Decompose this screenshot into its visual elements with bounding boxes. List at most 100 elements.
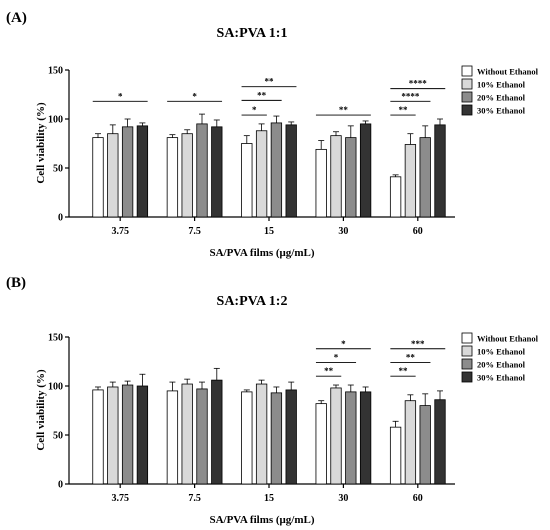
x-tick-label: 30 (338, 493, 348, 504)
legend-label: 10% Ethanol (477, 347, 526, 357)
bar (211, 379, 223, 485)
bar (359, 391, 372, 485)
bar (345, 391, 357, 485)
bar (241, 143, 253, 218)
panel-b: (B) SA:PVA 1:2 Cell viability (%) SA/PVA… (6, 275, 539, 526)
significance-label: **** (409, 79, 428, 89)
significance-label: * (334, 352, 339, 362)
bar (196, 123, 208, 218)
bar (270, 392, 283, 485)
significance-label: * (192, 91, 197, 101)
bar (404, 144, 417, 218)
bar (419, 137, 431, 218)
panel-b-ylabel: Cell viability (%) (35, 369, 47, 451)
bar (255, 383, 268, 485)
significance-label: **** (401, 91, 420, 101)
panel-a-label: (A) (6, 10, 27, 26)
significance-label: * (252, 105, 257, 115)
y-tick-label: 150 (48, 66, 63, 77)
significance-label: ** (265, 77, 275, 87)
significance-label: ** (399, 366, 409, 376)
significance-label: *** (411, 339, 425, 349)
legend-label: 20% Ethanol (477, 360, 526, 370)
legend-label: Without Ethanol (477, 67, 539, 77)
y-tick-label: 100 (48, 382, 63, 393)
bar (121, 126, 134, 218)
legend-swatch (461, 345, 473, 357)
legend-swatch (461, 78, 473, 90)
bar (107, 386, 119, 485)
legend-label: Without Ethanol (477, 334, 539, 344)
x-tick-label: 7.5 (188, 493, 201, 504)
significance-label: * (341, 339, 346, 349)
panel-a: (A) SA:PVA 1:1 Cell viability (%) SA/PVA… (6, 10, 539, 259)
bar (136, 385, 149, 485)
bar (211, 126, 223, 218)
legend-label: 30% Ethanol (477, 106, 526, 116)
x-tick-label: 60 (413, 493, 423, 504)
bar (389, 176, 402, 218)
significance-label: ** (257, 90, 267, 100)
significance-label: ** (324, 366, 334, 376)
bar (345, 137, 357, 218)
bar (166, 137, 179, 218)
bar (92, 137, 104, 218)
bar (92, 389, 104, 485)
y-tick-label: 100 (48, 115, 63, 126)
bar (404, 400, 417, 485)
legend-label: 20% Ethanol (477, 93, 526, 103)
significance-label: * (118, 91, 123, 101)
legend-label: 10% Ethanol (477, 80, 526, 90)
bar (330, 135, 342, 218)
panel-a-ylabel: Cell viability (%) (35, 102, 47, 184)
significance-label: ** (339, 105, 349, 115)
panel-b-label: (B) (6, 275, 26, 291)
y-tick-label: 50 (53, 431, 63, 442)
significance-label: ** (399, 105, 409, 115)
legend-swatch (461, 65, 473, 77)
bar (419, 405, 431, 485)
bar (107, 133, 119, 218)
legend-label: 30% Ethanol (477, 373, 526, 383)
x-tick-label: 3.75 (111, 226, 129, 237)
bar (330, 387, 342, 485)
panel-b-xlabel: SA/PVA films (μg/mL) (209, 514, 314, 526)
legend-swatch (461, 104, 473, 116)
y-tick-label: 0 (58, 480, 63, 491)
bar (315, 403, 327, 485)
panel-a-title: SA:PVA 1:1 (217, 26, 288, 41)
bar (181, 383, 193, 485)
bar (285, 389, 297, 485)
bar (270, 122, 283, 218)
x-tick-label: 15 (264, 226, 274, 237)
bar (121, 384, 134, 485)
bar (359, 123, 372, 218)
x-tick-label: 30 (338, 226, 348, 237)
panel-a-xlabel: SA/PVA films (μg/mL) (209, 247, 314, 259)
bar (255, 130, 268, 218)
bar (389, 426, 402, 485)
significance-label: ** (406, 352, 416, 362)
legend-swatch (461, 91, 473, 103)
y-tick-label: 50 (53, 164, 63, 175)
x-tick-label: 3.75 (111, 493, 129, 504)
x-tick-label: 7.5 (188, 226, 201, 237)
bar (196, 388, 208, 485)
x-tick-label: 60 (413, 226, 423, 237)
panel-b-title: SA:PVA 1:2 (217, 294, 288, 309)
x-tick-label: 15 (264, 493, 274, 504)
y-tick-label: 0 (58, 213, 63, 224)
legend-swatch (461, 358, 473, 370)
legend-swatch (461, 332, 473, 344)
bar (434, 124, 446, 218)
y-tick-label: 150 (48, 333, 63, 344)
bar (136, 125, 149, 218)
bar (285, 124, 297, 218)
bar (315, 148, 327, 218)
legend-swatch (461, 371, 473, 383)
bar (166, 390, 179, 485)
bar (241, 391, 253, 485)
